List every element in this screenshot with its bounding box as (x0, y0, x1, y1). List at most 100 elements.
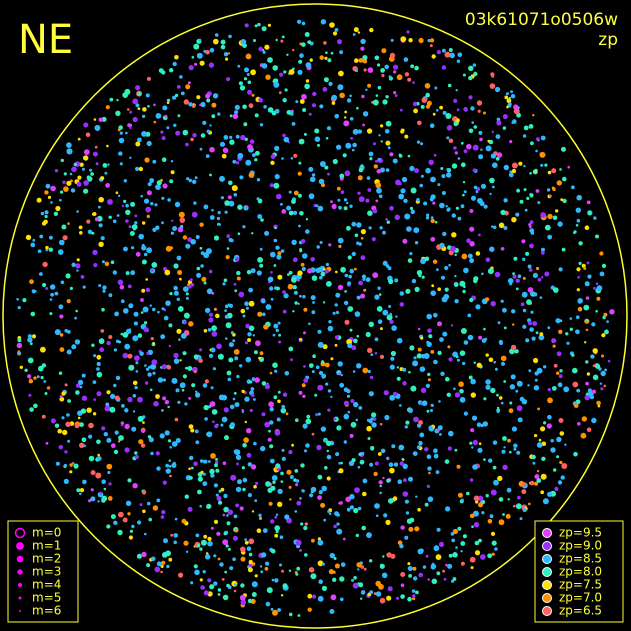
star (532, 114, 535, 117)
star (597, 404, 601, 408)
star (581, 416, 587, 422)
star (69, 463, 73, 467)
star (273, 264, 277, 267)
star (529, 193, 534, 198)
star (369, 157, 373, 161)
star (242, 443, 247, 448)
star (112, 219, 117, 224)
star (257, 214, 263, 219)
star (539, 296, 543, 299)
star (57, 249, 64, 255)
star (282, 583, 288, 589)
star (466, 143, 472, 150)
star (447, 345, 451, 349)
star (211, 325, 218, 332)
star (67, 222, 70, 225)
star (167, 405, 170, 409)
star (404, 134, 409, 139)
star (446, 172, 452, 178)
star (535, 189, 540, 193)
star (226, 514, 229, 517)
star (37, 249, 42, 253)
star (462, 181, 466, 184)
star (477, 447, 483, 453)
star (188, 397, 192, 400)
star (256, 528, 262, 533)
star (243, 122, 248, 127)
star (558, 374, 563, 379)
star (190, 283, 195, 287)
star (337, 237, 344, 244)
star (129, 529, 133, 533)
star (417, 347, 422, 352)
star (274, 145, 280, 151)
star (303, 132, 307, 136)
star (418, 420, 423, 425)
star (452, 528, 458, 535)
star (530, 141, 534, 146)
star (523, 164, 526, 168)
star (34, 290, 37, 293)
star (235, 454, 242, 461)
star (538, 334, 545, 341)
star (530, 310, 534, 314)
star (576, 388, 581, 393)
star (414, 241, 419, 245)
star (561, 146, 566, 152)
star (197, 476, 203, 482)
star (203, 590, 209, 596)
star (156, 561, 162, 567)
star (188, 321, 194, 327)
star (195, 390, 198, 393)
star (428, 159, 434, 165)
star (151, 359, 158, 366)
star (229, 404, 235, 410)
star (152, 159, 157, 164)
star (174, 417, 179, 422)
star (498, 396, 503, 400)
star (338, 244, 342, 248)
star (233, 193, 238, 197)
star (98, 196, 104, 203)
star (185, 550, 189, 553)
star (382, 260, 388, 266)
star (485, 384, 491, 390)
star (203, 534, 208, 539)
star (405, 288, 411, 294)
star (409, 252, 413, 256)
star (532, 461, 536, 465)
star (427, 372, 431, 377)
star (264, 384, 270, 390)
star (145, 287, 151, 293)
star (279, 535, 284, 539)
star (203, 329, 208, 333)
star (518, 161, 523, 166)
star (339, 382, 345, 388)
star (487, 268, 494, 275)
star (371, 422, 377, 428)
star (83, 122, 89, 128)
star (217, 593, 221, 596)
star (100, 329, 105, 333)
star (557, 221, 563, 227)
star (260, 218, 264, 222)
star (417, 327, 421, 331)
star (275, 245, 280, 250)
star (324, 362, 330, 368)
star (496, 117, 501, 122)
star (179, 382, 186, 389)
star (450, 324, 454, 327)
star (196, 272, 202, 278)
star (120, 421, 125, 426)
star (381, 48, 387, 54)
star (433, 153, 437, 157)
star (396, 366, 400, 369)
star (107, 163, 110, 166)
star (45, 183, 51, 189)
star (344, 116, 347, 119)
star (359, 459, 365, 465)
star (318, 490, 323, 495)
star (388, 462, 394, 468)
star (439, 337, 444, 342)
star (506, 487, 512, 493)
